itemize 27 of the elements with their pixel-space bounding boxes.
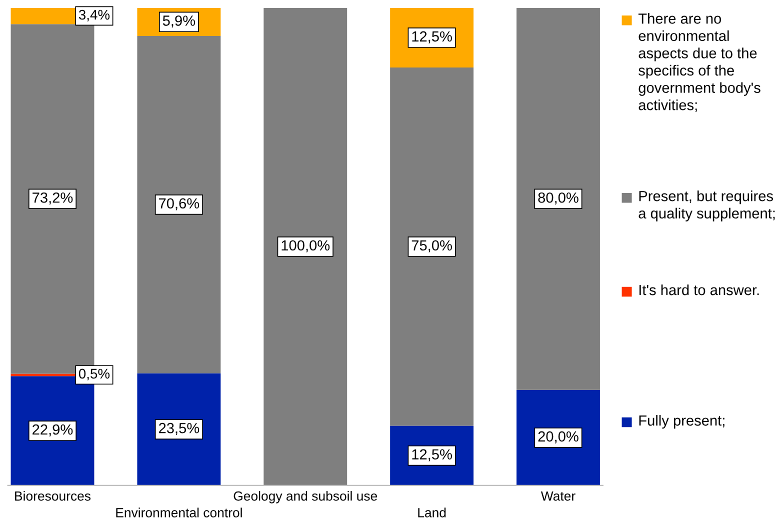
x-tick-label: Water <box>540 492 576 501</box>
data-label: 20,0% <box>538 431 578 444</box>
x-tick-label: Bioresources <box>15 491 91 501</box>
data-label: 73,2% <box>32 192 73 205</box>
x-tick-label: Geology and subsoil use <box>234 491 378 504</box>
x-tick-label: Environmental control <box>116 508 242 518</box>
bar <box>516 8 600 390</box>
bar <box>264 8 348 486</box>
data-label: 12,5% <box>412 31 452 44</box>
data-label: 22,9% <box>32 424 73 436</box>
data-label: 3,4% <box>78 10 110 22</box>
data-label: 70,6% <box>159 198 200 210</box>
data-label: 80,0% <box>538 192 578 205</box>
data-label: 23,5% <box>158 422 200 435</box>
legend-label: Present, but requires a quality supplement; <box>638 190 775 222</box>
bar <box>390 68 474 426</box>
data-label: 100,0% <box>282 240 330 252</box>
data-label: 12,5% <box>412 449 452 462</box>
bar <box>516 390 600 486</box>
legend-label: Fully present; <box>639 414 724 429</box>
x-tick-label: Land <box>418 508 446 518</box>
data-label: 75,0% <box>412 240 452 252</box>
legend-label: There are no environmental aspects due to the specifics of the government body's activities; <box>638 13 760 112</box>
data-label: 5,9% <box>162 16 196 28</box>
bar <box>137 36 221 374</box>
legend-label: It's hard to answer. <box>639 284 759 296</box>
data-label: 0,5% <box>78 368 110 380</box>
